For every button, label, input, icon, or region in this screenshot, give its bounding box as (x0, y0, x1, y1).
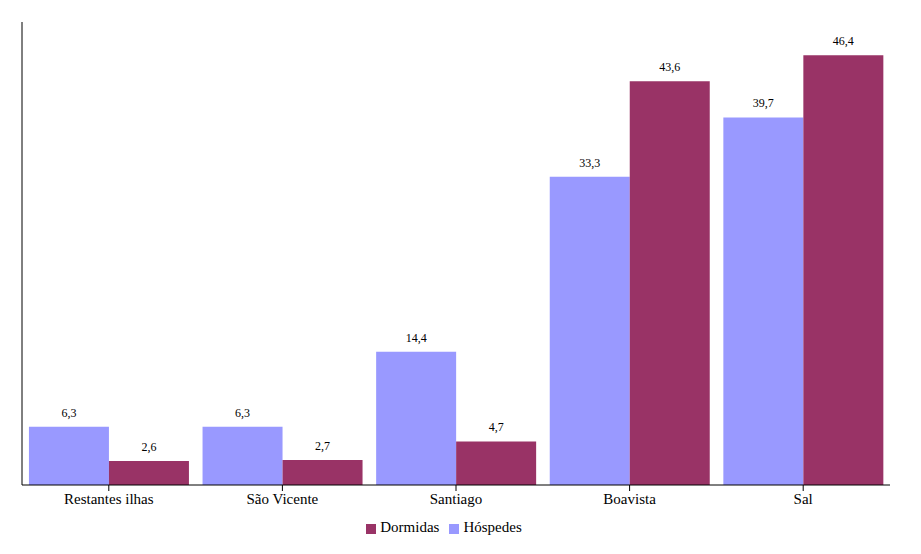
svg-text:Boavista: Boavista (603, 491, 656, 507)
svg-text:46,4: 46,4 (833, 34, 854, 48)
svg-text:14,4: 14,4 (406, 331, 427, 345)
svg-text:6,3: 6,3 (61, 406, 76, 420)
svg-text:Restantes ilhas: Restantes ilhas (64, 491, 154, 507)
svg-text:4,7: 4,7 (489, 420, 504, 434)
svg-text:Santiago: Santiago (430, 491, 483, 507)
html-text:Dormidas: Dormidas (380, 519, 440, 535)
svg-text:2,7: 2,7 (315, 439, 330, 453)
svg-text:2,6: 2,6 (141, 440, 156, 454)
svg-text:6,3: 6,3 (235, 406, 250, 420)
svg-text:39,7: 39,7 (753, 96, 774, 110)
svg-text:São Vicente: São Vicente (247, 491, 319, 507)
svg-text:33,3: 33,3 (579, 156, 600, 170)
html-text:Hóspedes: Hóspedes (463, 519, 522, 535)
svg-text:Sal: Sal (794, 491, 813, 507)
svg-text:43,6: 43,6 (659, 60, 680, 74)
